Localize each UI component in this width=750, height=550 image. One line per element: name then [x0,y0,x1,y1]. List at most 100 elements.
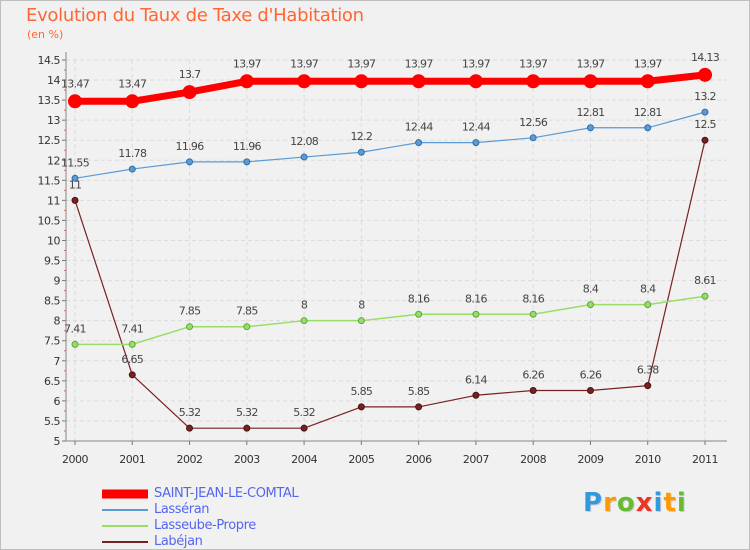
y-tick-label: 6.5 [44,375,60,388]
data-point [357,148,365,156]
data-label: 13.47 [61,77,90,90]
data-point [186,424,194,432]
series-line [75,295,706,346]
data-point [529,310,537,318]
data-label: 13.47 [118,77,147,90]
line-chart: 5 5.5 6 6.5 7 7.5 8 8.5 9 9.5 10 10.5 11 11.5 12 12.5 13… [38,51,727,466]
x-tick-label: 2001 [119,453,145,466]
data-label: 12.44 [405,121,434,134]
data-point [71,174,79,182]
data-label: 8.16 [522,292,544,305]
y-tick-label: 9.5 [44,255,60,268]
data-point [472,391,480,399]
legend-label: Lasseube-Propre [154,518,256,533]
data-point [644,382,652,390]
data-point [415,310,423,318]
x-tick-label: 2004 [291,453,317,466]
data-point [71,196,79,204]
data-label: 12.44 [462,121,491,134]
logo-letter: r [603,488,617,518]
data-point [698,67,712,82]
data-label: 7.85 [236,305,258,318]
logo-letter: t [663,488,677,518]
y-tick-label: 13.5 [38,94,61,107]
data-point [644,124,652,132]
data-label: 12.2 [351,130,373,143]
data-point [415,139,423,147]
logo-letter: P [583,488,604,518]
series-line [75,71,706,105]
data-point [640,74,655,89]
data-point [128,340,136,348]
data-point [128,371,136,379]
data-label: 7.85 [179,305,201,318]
x-tick-label: 2008 [520,453,546,466]
data-point [472,139,480,147]
y-tick-label: 11.5 [38,174,61,187]
data-label: 12.56 [519,116,548,129]
legend-swatch [102,509,148,511]
x-tick-label: 2011 [692,453,718,466]
x-tick-label: 2006 [406,453,432,466]
data-label: 11.55 [61,156,90,169]
data-label: 11.96 [176,140,205,153]
data-label: 13.2 [694,90,716,103]
data-point [182,85,197,100]
data-point [468,74,483,89]
data-label: 13.97 [576,57,605,70]
y-tick-label: 13 [47,114,60,127]
data-label: 8.4 [583,283,599,296]
data-point [526,74,541,89]
data-point [243,323,251,331]
x-tick-label: 2000 [62,453,88,466]
data-label: 6.38 [637,364,659,377]
data-label: 12.81 [634,106,662,119]
y-tick-label: 6 [54,395,61,408]
data-label: 7.41 [121,322,143,335]
y-tick-label: 8.5 [44,295,60,308]
data-point [701,136,709,144]
data-label: 6.65 [121,353,143,366]
data-point [354,74,369,89]
y-tick-label: 5 [54,435,61,448]
data-label: 14.13 [691,51,720,64]
data-point [128,165,136,173]
data-point [644,301,652,309]
legend-swatch [102,525,148,527]
data-label: 6.26 [580,368,602,381]
legend-label: SAINT-JEAN-LE-COMTAL [154,486,299,501]
data-point [586,124,594,132]
data-point [411,74,426,89]
data-point [300,317,308,325]
data-label: 7.41 [64,322,86,335]
legend-swatch [102,489,148,499]
data-label: 8.16 [465,292,487,305]
data-point [586,386,594,394]
data-label: 13.97 [405,57,434,70]
data-label: 5.85 [408,385,430,398]
data-point [583,74,598,89]
data-point [529,134,537,142]
data-label: 5.32 [179,406,201,419]
data-label: 12.5 [694,118,716,131]
data-point [68,94,82,109]
data-point [125,94,140,109]
data-label: 12.08 [290,135,319,148]
data-point [243,158,251,166]
data-point [71,340,79,348]
data-label: 8 [301,299,308,312]
data-point [239,74,254,89]
logo-letter: i [676,488,687,518]
data-point [472,310,480,318]
data-point [586,301,594,309]
x-tick-label: 2002 [177,453,203,466]
data-label: 11 [69,178,82,191]
data-point [300,424,308,432]
data-label: 11.78 [118,147,147,160]
data-label: 8.16 [408,292,430,305]
legend-swatch [102,541,148,543]
data-point [701,292,709,300]
logo-letter: x [635,488,654,518]
data-label: 13.97 [347,57,376,70]
data-label: 13.97 [462,57,491,70]
